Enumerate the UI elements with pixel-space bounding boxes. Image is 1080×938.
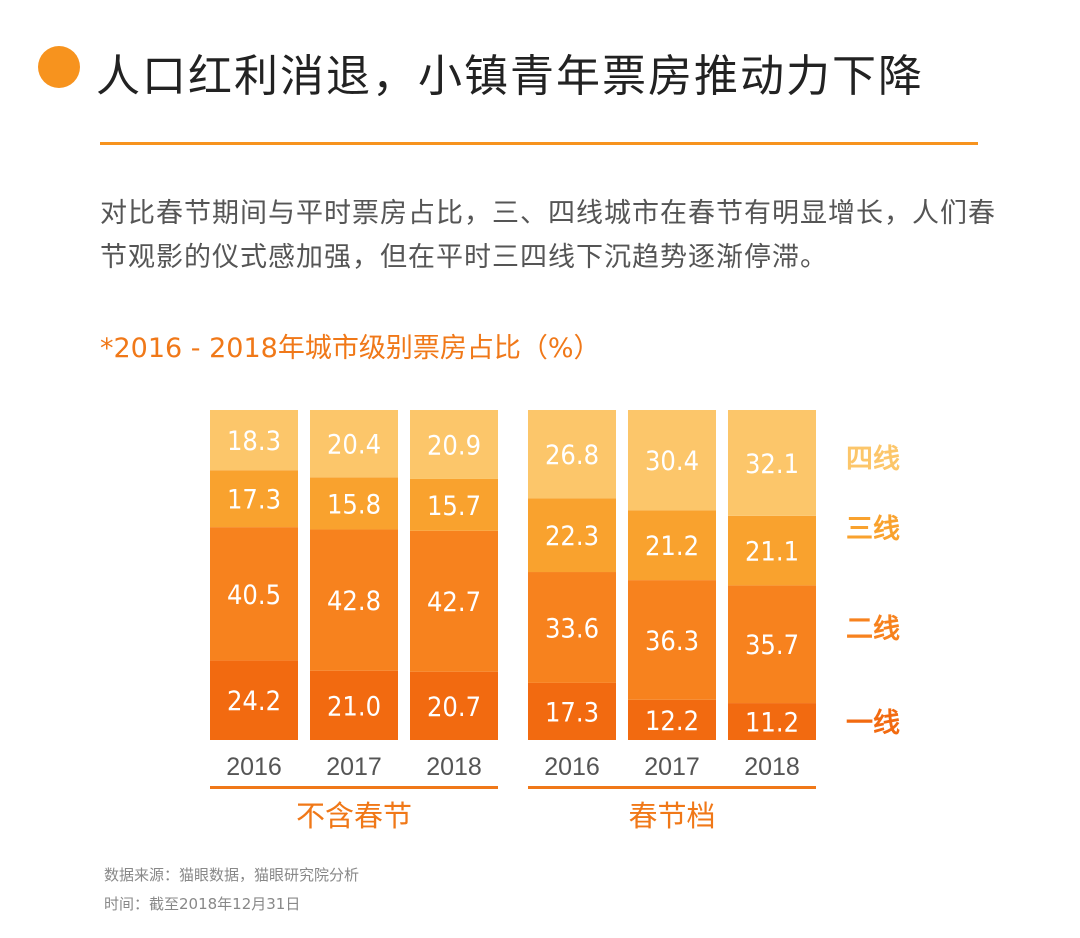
bar-segment-一线-0 — [210, 660, 298, 740]
bar-segment-四线-1 — [310, 410, 398, 478]
data-label: 42.7 — [427, 587, 481, 618]
bar-segment-二线-0 — [210, 527, 298, 661]
data-label: 12.2 — [645, 706, 699, 737]
data-label: 21.2 — [645, 531, 699, 562]
title-bullet-icon — [38, 46, 80, 88]
title-divider — [100, 142, 978, 145]
source-note: 数据来源：猫眼数据，猫眼研究院分析 — [104, 866, 360, 884]
x-tick-label: 2017 — [644, 753, 700, 781]
data-label: 18.3 — [227, 426, 281, 457]
bar-segment-一线-2 — [410, 671, 498, 740]
data-label: 35.7 — [745, 630, 799, 661]
group-underline — [210, 786, 498, 789]
x-tick-label: 2016 — [544, 753, 600, 781]
data-label: 15.7 — [427, 491, 481, 522]
legend-label: 二线 — [846, 614, 900, 645]
bar-segment-二线-4 — [628, 580, 716, 700]
data-label: 42.8 — [327, 586, 381, 617]
x-tick-label: 2016 — [226, 753, 282, 781]
data-label: 32.1 — [745, 449, 799, 480]
x-tick-label: 2018 — [744, 753, 800, 781]
data-label: 40.5 — [227, 580, 281, 611]
x-tick-label: 2018 — [426, 753, 482, 781]
legend-label: 一线 — [846, 708, 900, 739]
bar-segment-二线-2 — [410, 530, 498, 672]
data-label: 24.2 — [227, 686, 281, 717]
time-note: 时间：截至2018年12月31日 — [104, 895, 301, 913]
description-text: 对比春节期间与平时票房占比，三、四线城市在春节有明显增长，人们春节观影的仪式感加… — [100, 198, 996, 273]
bar-segment-一线-3 — [528, 682, 616, 740]
bar-segment-四线-0 — [210, 410, 298, 471]
data-label: 20.9 — [427, 430, 481, 461]
bar-segment-四线-5 — [728, 410, 816, 516]
data-label: 20.4 — [327, 430, 381, 461]
data-label: 17.3 — [545, 697, 599, 728]
bar-segment-一线-4 — [628, 699, 716, 740]
data-label: 36.3 — [645, 626, 699, 657]
bar-segment-一线-1 — [310, 670, 398, 740]
data-label: 11.2 — [745, 708, 799, 739]
x-tick-label: 2017 — [326, 753, 382, 781]
bar-segment-四线-2 — [410, 410, 498, 479]
group-underline — [528, 786, 816, 789]
bar-segment-二线-5 — [728, 585, 816, 704]
group-label: 春节档 — [628, 799, 715, 833]
chart-title: *2016 - 2018年城市级别票房占比（%） — [100, 333, 601, 364]
bar-segment-四线-3 — [528, 410, 616, 499]
bar-segment-四线-4 — [628, 410, 716, 511]
data-label: 15.8 — [327, 489, 381, 520]
bar-segment-三线-3 — [528, 498, 616, 573]
data-label: 26.8 — [545, 440, 599, 471]
page-title: 人口红利消退，小镇青年票房推动力下降 — [96, 51, 924, 102]
data-label: 22.3 — [545, 521, 599, 552]
legend-label: 三线 — [846, 514, 900, 545]
bar-segment-二线-3 — [528, 572, 616, 683]
bar-segment-三线-5 — [728, 515, 816, 586]
bar-segment-二线-1 — [310, 529, 398, 671]
legend-label: 四线 — [846, 444, 900, 475]
bar-segment-三线-1 — [310, 477, 398, 530]
data-label: 20.7 — [427, 692, 481, 723]
data-label: 33.6 — [545, 613, 599, 644]
data-label: 30.4 — [645, 446, 699, 477]
data-label: 21.0 — [327, 691, 381, 722]
bar-segment-三线-2 — [410, 478, 498, 531]
data-label: 17.3 — [227, 485, 281, 516]
bar-segment-三线-0 — [210, 470, 298, 528]
stacked-bar-chart: 24.2 40.5 17.3 18.3 2016 21.0 42.8 15.8 20.4 2017… — [210, 410, 900, 833]
group-label: 不含春节 — [296, 799, 412, 833]
data-label: 21.1 — [745, 537, 799, 568]
bar-segment-三线-4 — [628, 510, 716, 581]
bar-segment-一线-5 — [728, 703, 816, 740]
